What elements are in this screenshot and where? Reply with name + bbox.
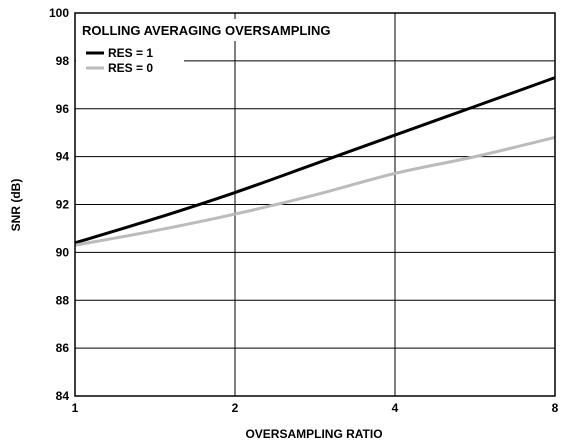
y-tick-label: 92 xyxy=(56,198,70,212)
y-axis-label: SNR (dB) xyxy=(9,179,23,232)
y-tick-label: 90 xyxy=(56,245,70,259)
x-tick-label: 4 xyxy=(392,401,399,415)
legend-bg xyxy=(76,42,184,82)
legend-label-res-0: RES = 0 xyxy=(108,61,153,75)
y-tick-label: 86 xyxy=(56,341,70,355)
x-axis-label: OVERSAMPLING RATIO xyxy=(245,427,382,441)
y-tick-label: 94 xyxy=(56,150,70,164)
y-tick-label: 84 xyxy=(56,389,70,403)
y-tick-label: 96 xyxy=(56,102,70,116)
x-tick-label: 1 xyxy=(72,401,79,415)
legend-label-res-1: RES = 1 xyxy=(108,46,153,60)
y-tick-label: 98 xyxy=(56,54,70,68)
legend: ROLLING AVERAGING OVERSAMPLING RES = 1 R… xyxy=(76,19,394,82)
x-tick-label: 2 xyxy=(232,401,239,415)
series-line-res-0 xyxy=(74,136,556,247)
tick-labels: 84 86 88 90 92 94 96 98 100 1 2 4 8 xyxy=(49,6,559,415)
legend-box xyxy=(76,19,394,41)
y-tick-label: 100 xyxy=(49,6,69,20)
y-tick-label: 88 xyxy=(56,293,70,307)
x-tick-label: 8 xyxy=(552,401,559,415)
series-line-res-1 xyxy=(74,76,556,245)
plot-frame xyxy=(74,12,556,397)
series-lines xyxy=(74,76,556,247)
chart-title: ROLLING AVERAGING OVERSAMPLING xyxy=(82,23,330,38)
